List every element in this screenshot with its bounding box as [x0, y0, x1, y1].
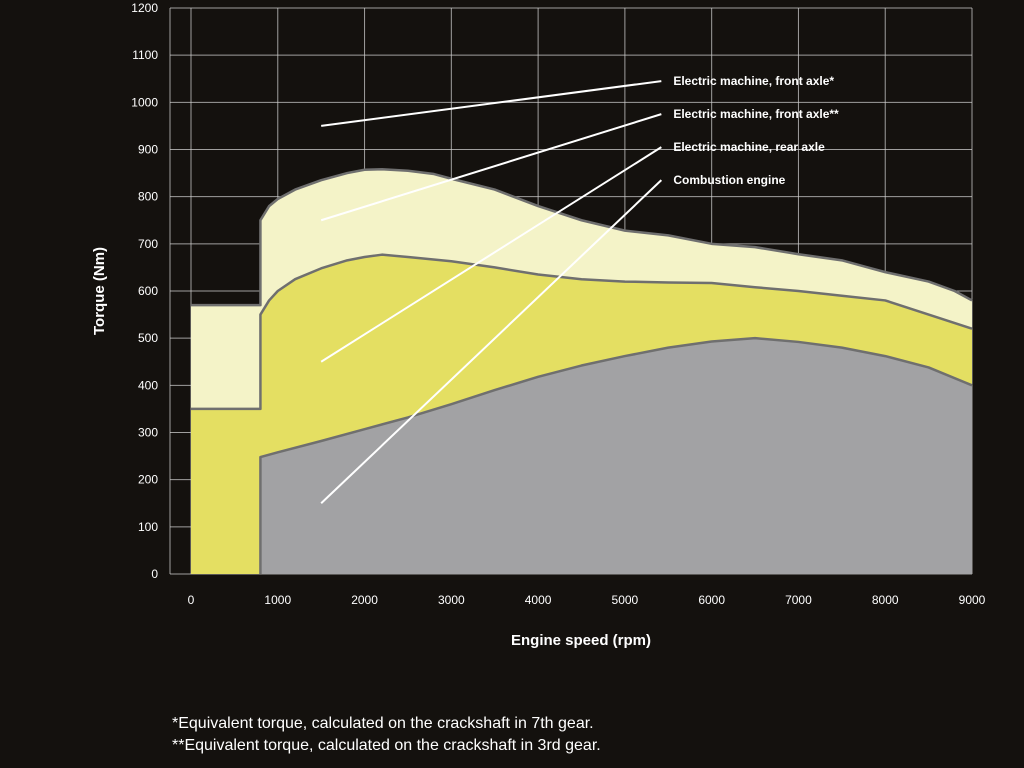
annotation-label: Electric machine, front axle**: [673, 107, 839, 121]
y-tick-label: 600: [138, 284, 158, 298]
area-combustion-engine: [260, 338, 972, 574]
y-tick-label: 1000: [131, 95, 158, 109]
annotation-label: Electric machine, front axle*: [673, 74, 834, 88]
annotations: Electric machine, front axle* Electric ma…: [320, 74, 839, 504]
annotation-leader-line: [320, 113, 662, 222]
x-tick-label: 5000: [612, 593, 639, 607]
x-tick-label: 6000: [698, 593, 725, 607]
x-tick-label: 2000: [351, 593, 378, 607]
y-tick-label: 200: [138, 473, 158, 487]
area-series: [191, 168, 973, 574]
x-tick-label: 4000: [525, 593, 552, 607]
y-tick-label: 700: [138, 237, 158, 251]
footnotes: *Equivalent torque, calculated on the cr…: [172, 713, 601, 757]
y-tick-label: 1100: [132, 48, 158, 62]
y-tick-label: 0: [151, 567, 158, 581]
tick-labels: 0 100 200 300 400 500 600 700 800 900 1000 1100 1200…: [131, 1, 985, 607]
x-axis-title: Engine speed (rpm): [511, 632, 651, 649]
annotation-label: Electric machine, rear axle: [673, 140, 825, 154]
area-combustion-engine-edge: [259, 336, 973, 574]
footnote-3rd-gear: **Equivalent torque, calculated on the c…: [172, 737, 601, 754]
x-tick-label: 7000: [785, 593, 812, 607]
footnote-7th-gear: *Equivalent torque, calculated on the cr…: [172, 715, 594, 732]
area-rear-axle-edge: [191, 253, 973, 411]
y-tick-label: 900: [138, 143, 158, 157]
y-tick-label: 800: [138, 190, 158, 204]
y-tick-label: 300: [138, 426, 158, 440]
x-tick-label: 3000: [438, 593, 465, 607]
annotation-leader-line: [321, 80, 662, 127]
y-axis-title: Torque (Nm): [91, 247, 108, 335]
y-tick-label: 500: [138, 331, 158, 345]
annotation-leader-line: [320, 179, 663, 504]
x-tick-label: 8000: [872, 593, 899, 607]
y-tick-label: 1200: [131, 1, 158, 15]
x-tick-label: 1000: [264, 593, 291, 607]
x-tick-label: 0: [188, 593, 195, 607]
y-tick-label: 400: [138, 378, 158, 392]
x-tick-label: 9000: [959, 593, 986, 607]
area-front-axle-edge: [191, 168, 973, 307]
y-tick-label: 100: [138, 520, 158, 534]
annotation-label: Combustion engine: [673, 173, 785, 187]
annotation-leader-line: [320, 146, 662, 363]
